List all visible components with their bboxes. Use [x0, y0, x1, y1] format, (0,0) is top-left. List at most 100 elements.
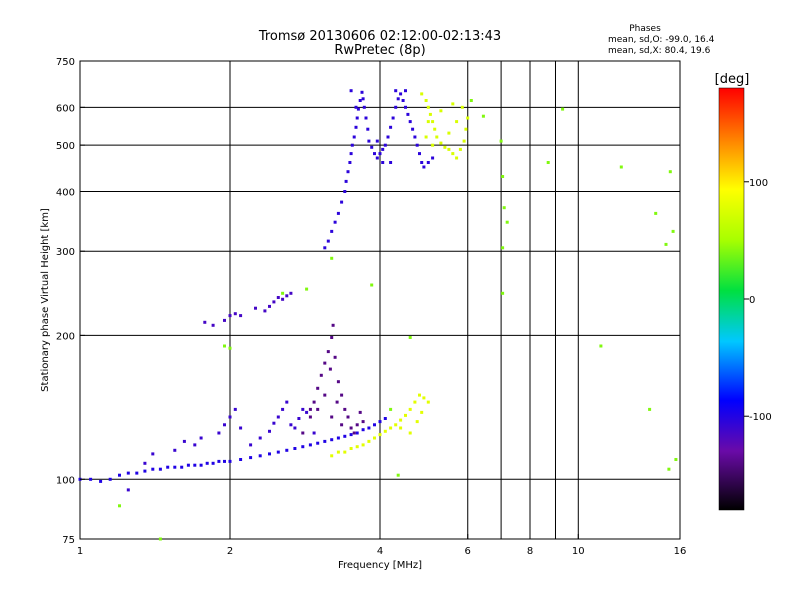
echo-point: [355, 116, 359, 120]
echo-point: [335, 400, 339, 404]
echo-point: [674, 458, 678, 461]
echo-point: [404, 413, 407, 417]
echo-point: [664, 242, 668, 246]
echo-point: [211, 461, 215, 465]
echo-point: [333, 220, 337, 224]
echo-point: [426, 400, 430, 404]
y-tick-label: 100: [56, 475, 75, 486]
echo-point: [458, 147, 462, 151]
echo-point: [173, 465, 177, 469]
echo-point: [276, 415, 280, 419]
echo-point: [422, 165, 426, 169]
echo-point: [349, 447, 353, 450]
echo-point: [394, 89, 398, 93]
echo-point: [323, 393, 327, 397]
echo-point: [619, 165, 623, 169]
echo-point: [381, 147, 385, 151]
colorbar-tick-label: -100: [749, 412, 772, 423]
echo-point: [239, 426, 243, 430]
echo-point: [319, 373, 323, 377]
echo-point: [561, 107, 565, 111]
echo-point: [293, 426, 297, 430]
phases-mean-x: mean, sd,X: 80.4, 19.6: [608, 46, 711, 56]
echo-point: [349, 152, 353, 156]
echo-point: [383, 417, 387, 420]
echo-point: [239, 458, 243, 461]
echo-point: [151, 452, 155, 456]
echo-point: [330, 454, 334, 458]
echo-point: [126, 488, 130, 492]
echo-point: [399, 418, 403, 422]
y-tick-label: 75: [62, 535, 75, 546]
echo-point: [344, 179, 348, 183]
chart-title-line1: Tromsø 20130606 02:12:00-02:13:43: [258, 29, 501, 44]
echo-point: [408, 431, 412, 435]
echo-point: [366, 127, 370, 131]
grid-lines: [80, 61, 680, 539]
echo-point: [272, 300, 276, 304]
echo-point: [323, 361, 327, 365]
echo-point: [546, 161, 550, 164]
echo-point: [415, 420, 419, 424]
echo-point: [108, 477, 112, 481]
echo-point: [433, 127, 437, 131]
echo-point: [501, 246, 505, 250]
echo-point: [435, 135, 439, 139]
echo-point: [346, 415, 350, 419]
y-tick-label: 200: [56, 331, 75, 342]
x-axis-ticks: 1 2 4 6 8 10 16: [77, 534, 686, 557]
echo-point: [249, 456, 253, 460]
echo-point: [460, 105, 464, 109]
echo-point: [355, 431, 359, 435]
echo-point: [499, 139, 503, 143]
colorbar-gradient: [718, 87, 745, 511]
echo-point: [180, 465, 184, 469]
echo-point: [354, 125, 358, 129]
echo-point: [276, 296, 280, 299]
echo-point: [193, 443, 197, 447]
echo-point: [370, 283, 374, 287]
echo-point: [358, 99, 362, 102]
echo-point: [301, 407, 305, 411]
echo-point: [378, 420, 382, 424]
echo-point: [367, 139, 371, 143]
echo-point: [263, 309, 267, 313]
echo-point: [349, 89, 353, 93]
echo-point: [501, 291, 505, 295]
echo-point: [447, 131, 451, 135]
echo-point: [330, 415, 334, 419]
echo-point: [668, 170, 672, 174]
echo-point: [375, 139, 379, 143]
echo-point: [316, 441, 320, 445]
echo-point: [285, 294, 289, 298]
echo-point: [418, 393, 421, 397]
echo-point: [158, 467, 162, 471]
echo-point: [431, 120, 435, 124]
echo-point: [422, 396, 426, 400]
echo-point: [336, 436, 340, 440]
echo-point: [326, 239, 330, 243]
echo-point: [426, 120, 430, 124]
echo-point: [352, 135, 356, 139]
echo-point: [323, 246, 327, 250]
echo-point: [289, 291, 293, 295]
echo-point: [389, 125, 393, 129]
echo-point: [399, 92, 403, 96]
echo-point: [373, 423, 376, 427]
echo-point: [349, 426, 353, 430]
y-tick-label: 600: [56, 103, 75, 114]
phases-heading: Phases: [629, 24, 661, 34]
echo-point: [228, 346, 232, 350]
echo-point: [408, 407, 412, 411]
echo-point: [118, 473, 121, 477]
echo-point: [396, 473, 400, 477]
echo-point: [431, 156, 435, 160]
echo-point: [654, 211, 658, 215]
echo-point: [505, 220, 509, 224]
echo-point: [413, 135, 417, 139]
echo-point: [451, 152, 455, 156]
echo-point: [406, 112, 410, 116]
echo-point: [308, 407, 312, 411]
phases-mean-o: mean, sd,O: -99.0, 16.4: [608, 35, 715, 45]
echo-point: [205, 461, 209, 465]
